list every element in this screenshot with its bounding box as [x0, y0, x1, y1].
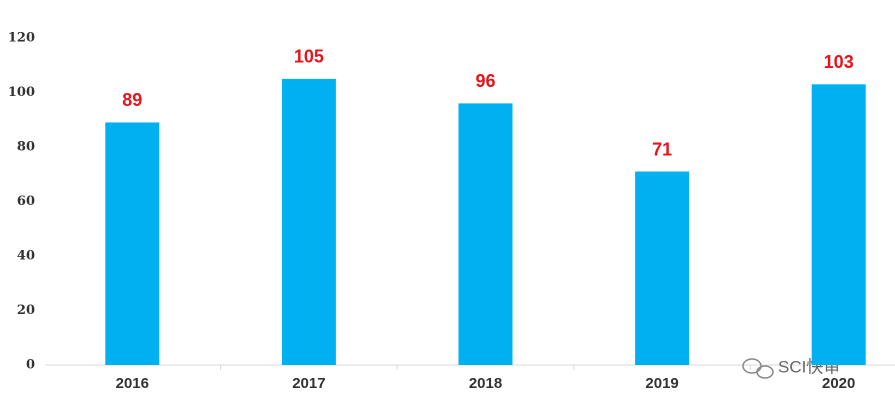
- y-tick-label: 40: [17, 249, 35, 264]
- bar: [635, 171, 690, 365]
- x-tick-label: 2017: [292, 375, 325, 392]
- bar: [281, 78, 336, 365]
- value-label: 89: [122, 90, 142, 110]
- watermark-icon: [742, 358, 774, 379]
- y-tick-label: 100: [8, 85, 35, 100]
- bar: [811, 84, 866, 365]
- value-label: 71: [652, 139, 672, 159]
- x-tick-label: 2018: [469, 375, 502, 392]
- y-tick-label: 20: [17, 303, 35, 318]
- x-tick-label: 2016: [116, 375, 149, 392]
- bar: [458, 103, 513, 366]
- value-label: 105: [294, 47, 324, 67]
- y-tick-label: 120: [8, 31, 35, 46]
- x-tick-label: 2019: [645, 375, 678, 392]
- y-tick-label: 60: [17, 194, 35, 209]
- bar: [105, 122, 160, 365]
- value-label: 103: [824, 52, 854, 72]
- value-label: 96: [475, 71, 495, 91]
- y-tick-label: 80: [17, 140, 35, 155]
- x-tick-label: 2020: [822, 375, 855, 392]
- y-tick-label: 0: [26, 358, 35, 373]
